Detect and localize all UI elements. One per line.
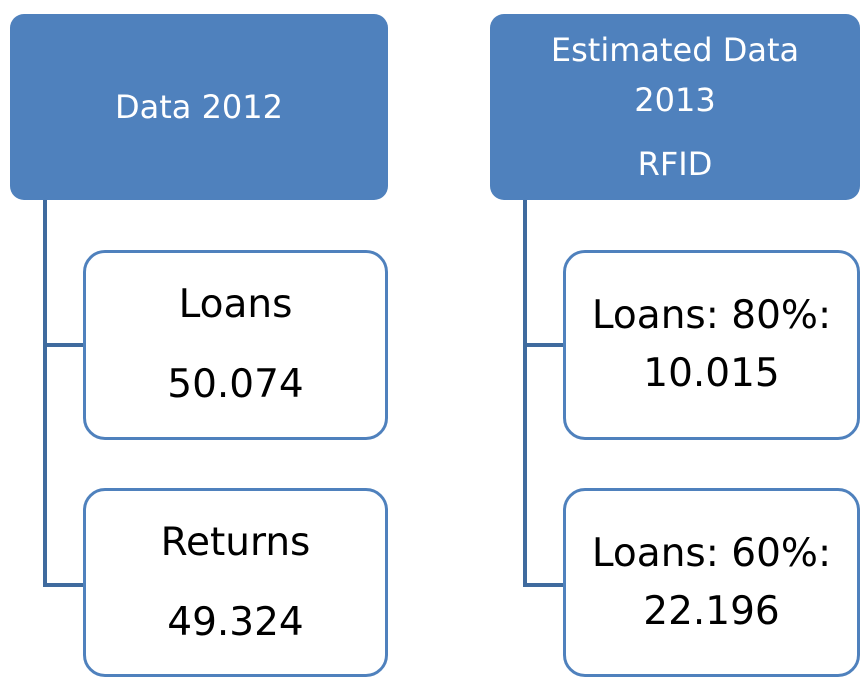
header-text: Estimated Data [550, 31, 800, 69]
child-label: Loans: 80%: [591, 293, 832, 338]
child-box: Returns 49.324 [83, 488, 388, 677]
child-label: Returns [160, 519, 311, 565]
child-box: Loans: 60%: 22.196 [563, 488, 860, 677]
child-box: Loans 50.074 [83, 250, 388, 440]
header-text: 2013 [634, 81, 716, 119]
child-value: 49.324 [167, 599, 304, 645]
child-label: Loans [178, 282, 293, 327]
header-box: Data 2012 [10, 14, 388, 200]
child-value: 22.196 [643, 588, 780, 634]
child-value: 50.074 [167, 362, 304, 407]
header-text: Data 2012 [114, 88, 283, 126]
child-label: Loans: 60%: [591, 530, 832, 576]
header-text: RFID [637, 145, 713, 183]
child-box: Loans: 80%: 10.015 [563, 250, 860, 440]
header-box: Estimated Data 2013 RFID [490, 14, 860, 200]
child-value: 10.015 [643, 351, 780, 396]
